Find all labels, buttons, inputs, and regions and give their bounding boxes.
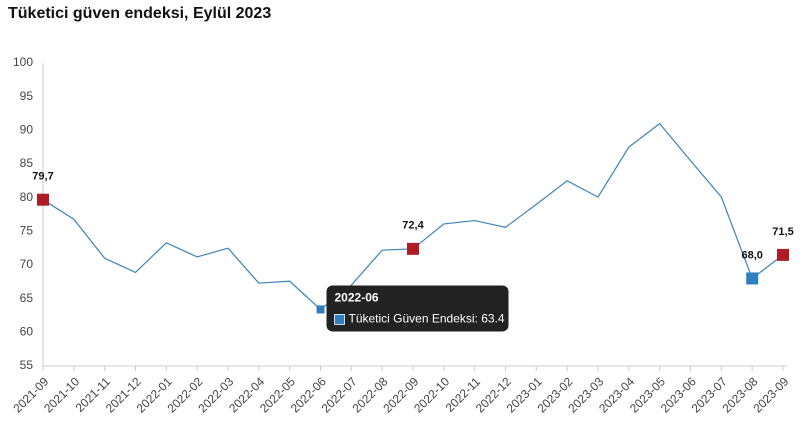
- y-tick-label: 65: [20, 291, 34, 305]
- point-marker: [316, 305, 325, 314]
- data-label: 68,0: [741, 249, 762, 261]
- tooltip-swatch: [334, 314, 345, 325]
- point-marker: [777, 248, 789, 261]
- point-marker: [37, 193, 49, 206]
- data-label: 79,7: [32, 171, 53, 183]
- y-tick-label: 60: [20, 325, 34, 339]
- y-tick-label: 80: [20, 190, 34, 204]
- y-tick-label: 95: [20, 89, 34, 103]
- series-line: [42, 122, 784, 311]
- y-tick-label: 90: [20, 123, 34, 137]
- data-label: 71,5: [772, 226, 793, 238]
- y-tick-label: 85: [20, 156, 34, 170]
- y-tick-label: 55: [20, 358, 34, 372]
- chart-title: Tüketici güven endeksi, Eylül 2023: [8, 5, 271, 22]
- y-tick-label: 70: [20, 257, 34, 271]
- point-marker: [746, 272, 759, 285]
- tooltip: 2022-06 Tüketici Güven Endeksi: 63.4: [326, 285, 509, 332]
- point-marker: [407, 242, 419, 255]
- y-tick-label: 100: [13, 55, 33, 69]
- y-tick-label: 75: [20, 224, 34, 238]
- data-label: 72,4: [402, 220, 424, 232]
- tooltip-label: Tüketici Güven Endeksi: 63.4: [349, 312, 505, 326]
- tooltip-title: 2022-06: [335, 291, 379, 305]
- tooltip-box: [326, 285, 509, 332]
